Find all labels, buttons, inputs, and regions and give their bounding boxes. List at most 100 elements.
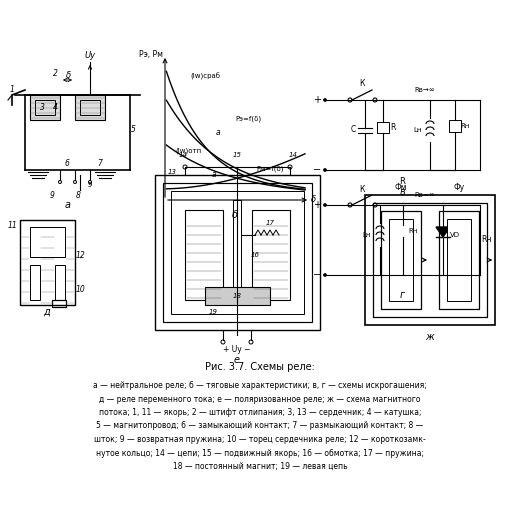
Bar [52,300,66,307]
Text: 17: 17 [266,220,275,226]
Bar [163,183,312,322]
Text: шток; 9 — возвратная пружина; 10 — торец сердечника реле; 12 — короткозамк-: шток; 9 — возвратная пружина; 10 — торец… [94,435,426,444]
Text: нутое кольцо; 14 — цепи; 15 — подвижный якорь; 16 — обмотка; 17 — пружина;: нутое кольцо; 14 — цепи; 15 — подвижный … [96,449,424,457]
Text: (Iw)сраб: (Iw)сраб [190,73,220,80]
Text: R: R [399,178,405,186]
Text: 8: 8 [75,191,81,199]
Text: VD: VD [450,232,460,238]
Bar [30,95,60,120]
Text: +: + [313,200,321,210]
Bar [55,265,65,300]
Text: (Iw)отп: (Iw)отп [175,148,201,154]
Text: + Uу −: + Uу − [223,346,251,354]
Text: а: а [212,170,216,179]
Text: Lн: Lн [363,232,371,238]
Text: Uу: Uу [84,50,96,60]
Bar [75,95,105,120]
Text: 14: 14 [289,152,297,158]
Text: δ: δ [66,71,71,79]
Text: δ: δ [310,196,316,204]
Circle shape [183,165,187,169]
Text: 10: 10 [75,285,85,295]
Text: Rн: Rн [460,123,470,129]
Circle shape [73,180,76,183]
Text: д: д [44,307,50,317]
Text: −: − [313,165,321,175]
Text: Рм=f(δ): Рм=f(δ) [256,166,283,173]
Text: К: К [359,184,365,194]
Text: Фу: Фу [453,183,464,193]
Text: 18 — постоянный магнит; 19 — левая цепь: 18 — постоянный магнит; 19 — левая цепь [173,462,347,471]
Bar [30,265,40,300]
Text: 13: 13 [167,169,176,175]
Text: 4: 4 [53,102,57,112]
Text: д — реле переменного тока; е — поляризованное реле; ж — схема магнитного: д — реле переменного тока; е — поляризов… [99,394,421,403]
Text: 5: 5 [131,126,135,134]
Bar [365,195,495,325]
Bar [449,120,461,132]
Text: 9: 9 [49,191,55,199]
Text: +: + [313,95,321,105]
Bar [20,220,75,305]
Text: Rн: Rн [482,235,492,245]
Text: 6: 6 [64,159,70,167]
Bar [447,219,471,301]
Bar [233,200,241,305]
Text: а: а [216,128,220,138]
Bar [35,100,55,115]
Text: 7: 7 [98,159,102,167]
Text: Рис. 3.7. Схемы реле:: Рис. 3.7. Схемы реле: [205,362,315,372]
Text: 19: 19 [209,309,217,315]
Text: Рэ=f(δ): Рэ=f(δ) [235,115,261,122]
Circle shape [221,340,225,344]
Bar [185,210,223,300]
Text: Фм: Фм [395,183,407,193]
Text: 1: 1 [9,85,15,94]
Text: а — нейтральное реле; б — тяговые характеристики; в, г — схемы искрогашения;: а — нейтральное реле; б — тяговые характ… [93,381,427,390]
Text: в: в [399,187,405,197]
Text: −: − [313,270,321,280]
Text: а: а [65,200,71,210]
Text: б: б [232,210,238,220]
Text: Lн: Lн [414,127,422,133]
Text: потока; 1, 11 — якорь; 2 — штифт отлипания; 3, 13 — сердечник; 4 — катушка;: потока; 1, 11 — якорь; 2 — штифт отлипан… [99,408,421,417]
Text: R: R [391,124,396,132]
Bar [252,210,290,300]
Text: 3: 3 [40,102,44,112]
Bar [155,175,320,330]
Text: е: е [234,355,240,365]
Circle shape [323,273,327,277]
Text: 11: 11 [7,220,17,230]
Bar [381,211,421,309]
Circle shape [288,165,292,169]
Circle shape [323,98,327,101]
Text: Rв=∞: Rв=∞ [414,192,435,198]
Text: 16: 16 [251,252,259,258]
Text: Рэ, Рм: Рэ, Рм [139,50,163,60]
Bar [439,211,479,309]
Text: К: К [359,79,365,89]
Polygon shape [436,227,450,237]
Text: ж: ж [426,332,434,342]
Text: 2: 2 [53,68,57,77]
Text: Rн: Rн [408,228,418,234]
Bar [171,191,304,314]
Bar [373,203,487,317]
Circle shape [249,340,253,344]
Circle shape [323,168,327,171]
Text: 12: 12 [75,250,85,260]
Bar [377,122,389,133]
Circle shape [323,203,327,207]
Text: 5 — магнитопровод; 6 — замыкающий контакт; 7 — размыкающий контакт; 8 —: 5 — магнитопровод; 6 — замыкающий контак… [96,421,424,431]
Text: г: г [399,290,405,300]
Text: Rв→∞: Rв→∞ [414,87,435,93]
Bar [205,287,270,305]
Text: 9: 9 [88,182,92,188]
Text: 14: 14 [178,152,188,158]
Circle shape [88,180,92,183]
Bar [397,225,409,237]
Text: 15: 15 [232,152,241,158]
Text: C: C [350,126,356,134]
Text: 18: 18 [232,293,241,299]
Circle shape [58,180,61,183]
